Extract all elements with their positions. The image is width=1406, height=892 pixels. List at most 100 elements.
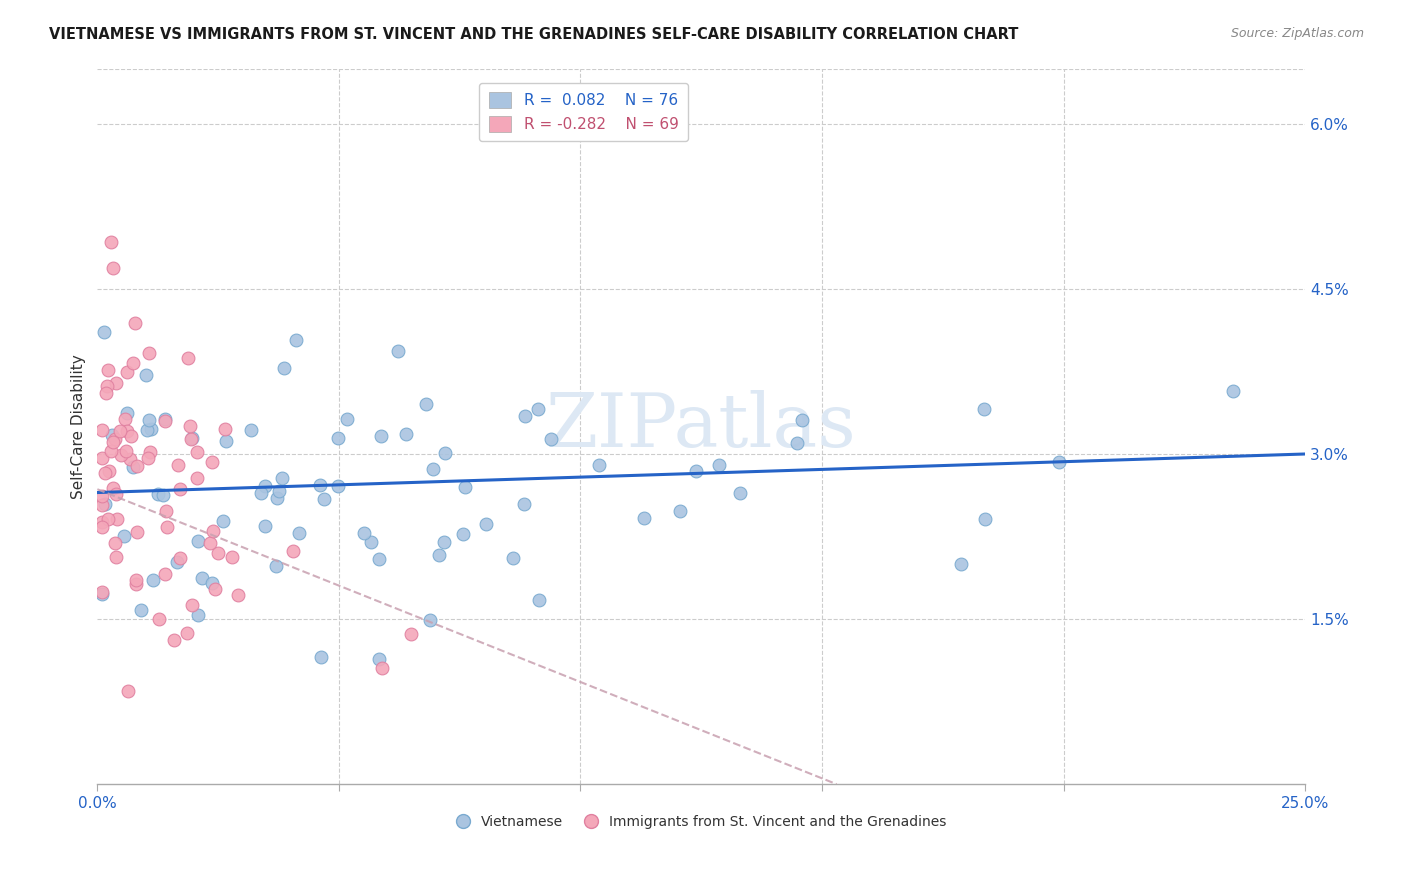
Point xyxy=(453,480,475,494)
Point xyxy=(502,551,524,566)
Point xyxy=(179,419,201,434)
Point xyxy=(136,451,159,466)
Point xyxy=(212,514,235,528)
Point xyxy=(122,355,145,369)
Point xyxy=(266,491,288,506)
Point xyxy=(176,351,198,366)
Point xyxy=(633,511,655,525)
Point xyxy=(181,598,204,612)
Point xyxy=(155,411,177,425)
Point xyxy=(792,413,814,427)
Point xyxy=(1047,455,1070,469)
Point xyxy=(284,333,307,347)
Point xyxy=(105,376,128,391)
Point xyxy=(91,585,114,599)
Point xyxy=(97,465,120,479)
Point xyxy=(433,446,456,460)
Text: Source: ZipAtlas.com: Source: ZipAtlas.com xyxy=(1230,27,1364,40)
Point xyxy=(167,458,190,473)
Point xyxy=(91,515,114,529)
Point xyxy=(96,378,118,392)
Point xyxy=(451,527,474,541)
Point xyxy=(112,528,135,542)
Point xyxy=(198,536,221,550)
Point xyxy=(110,424,132,438)
Point xyxy=(709,458,731,472)
Point xyxy=(312,491,335,506)
Point xyxy=(91,489,114,503)
Point xyxy=(105,486,128,500)
Point xyxy=(240,423,263,437)
Point xyxy=(387,343,409,358)
Point xyxy=(155,414,177,428)
Point xyxy=(515,409,537,423)
Point xyxy=(201,575,224,590)
Point xyxy=(264,559,287,574)
Text: VIETNAMESE VS IMMIGRANTS FROM ST. VINCENT AND THE GRENADINES SELF-CARE DISABILIT: VIETNAMESE VS IMMIGRANTS FROM ST. VINCEN… xyxy=(49,27,1018,42)
Point xyxy=(136,423,159,437)
Text: ZIPatlas: ZIPatlas xyxy=(546,390,856,463)
Point xyxy=(214,422,236,436)
Point xyxy=(155,520,177,534)
Point xyxy=(120,428,142,442)
Point xyxy=(97,512,120,526)
Point xyxy=(91,520,114,534)
Point xyxy=(141,421,163,435)
Point xyxy=(186,444,208,458)
Point xyxy=(254,519,277,533)
Point xyxy=(527,593,550,607)
Point xyxy=(395,427,418,442)
Point xyxy=(270,471,292,485)
Point xyxy=(169,482,191,496)
Point xyxy=(432,534,454,549)
Point xyxy=(101,434,124,449)
Point xyxy=(117,684,139,698)
Point xyxy=(353,525,375,540)
Point xyxy=(115,444,138,458)
Point xyxy=(204,582,226,596)
Point xyxy=(180,431,202,445)
Point xyxy=(100,427,122,442)
Point xyxy=(226,588,249,602)
Point xyxy=(950,557,973,571)
Point xyxy=(253,479,276,493)
Point xyxy=(118,452,141,467)
Point xyxy=(105,511,128,525)
Point xyxy=(685,464,707,478)
Point xyxy=(169,551,191,566)
Point xyxy=(138,346,160,360)
Point xyxy=(124,316,146,330)
Point xyxy=(101,261,124,276)
Point xyxy=(103,482,125,496)
Point xyxy=(91,423,114,437)
Point xyxy=(94,466,117,480)
Point xyxy=(201,455,224,469)
Point xyxy=(368,652,391,666)
Point xyxy=(974,512,997,526)
Point xyxy=(191,571,214,585)
Point xyxy=(273,360,295,375)
Point xyxy=(146,486,169,500)
Point xyxy=(283,544,305,558)
Point xyxy=(125,574,148,588)
Point xyxy=(127,524,149,539)
Point xyxy=(427,548,450,562)
Point xyxy=(360,534,382,549)
Point xyxy=(152,488,174,502)
Point xyxy=(415,397,437,411)
Y-axis label: Self-Care Disability: Self-Care Disability xyxy=(72,354,86,499)
Point xyxy=(100,444,122,458)
Point xyxy=(370,429,392,443)
Point xyxy=(180,432,202,446)
Point xyxy=(527,401,550,416)
Point xyxy=(1222,384,1244,398)
Point xyxy=(475,517,498,532)
Point xyxy=(669,504,692,518)
Point xyxy=(207,546,229,560)
Point xyxy=(401,627,423,641)
Point xyxy=(127,459,149,474)
Point xyxy=(730,485,752,500)
Point xyxy=(104,432,127,446)
Point xyxy=(129,603,152,617)
Point xyxy=(309,478,332,492)
